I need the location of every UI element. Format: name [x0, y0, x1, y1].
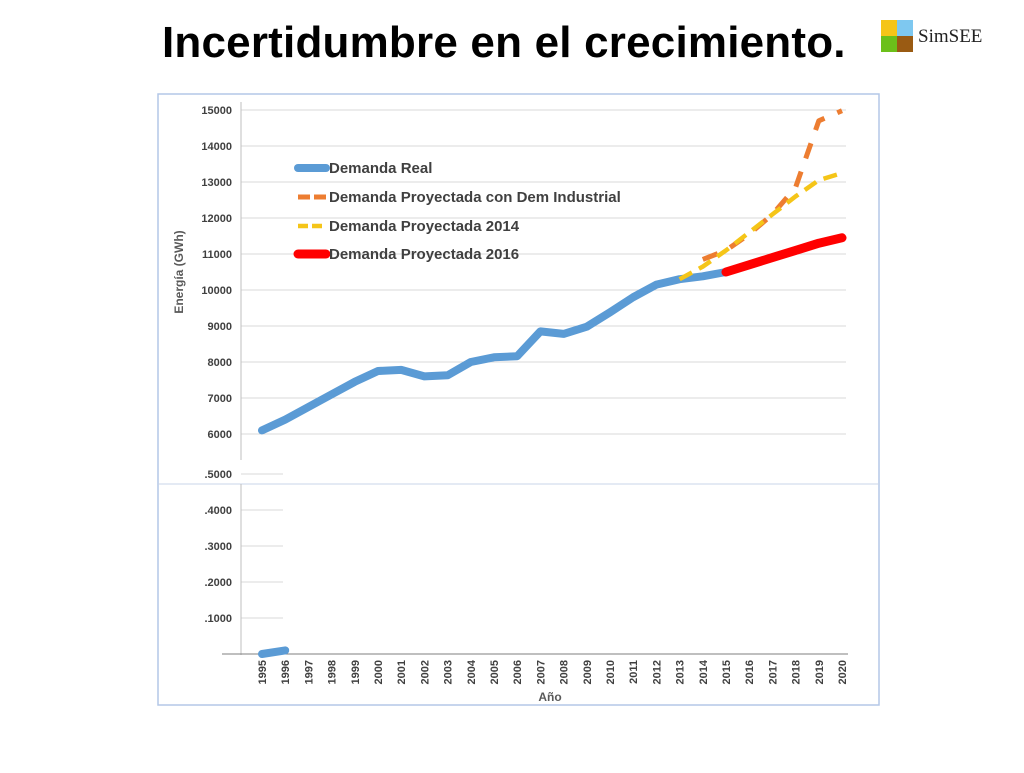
series-layer	[258, 108, 847, 658]
x-tick-label: 2010	[605, 660, 617, 684]
upper-y-tick-label: 10000	[201, 285, 232, 297]
x-tick-label: 2009	[582, 660, 594, 684]
x-tick-label: 2014	[698, 659, 710, 684]
chart-frame	[157, 93, 880, 706]
lower-y-tick-label: .2000	[204, 577, 232, 589]
logo-grid-icon	[881, 20, 913, 52]
x-tick-label: 2012	[651, 660, 663, 684]
upper-y-tick-label: 7000	[208, 393, 232, 405]
upper-y-tick-label: 12000	[201, 213, 232, 225]
x-tick-label: 1998	[327, 660, 339, 684]
x-tick-label: 1996	[280, 660, 292, 684]
lower-y-tick-label: .3000	[204, 541, 232, 553]
x-tick-label: 2011	[628, 660, 640, 684]
logo-text: SimSEE	[918, 26, 983, 47]
series-line-demanda-proyectada-2014	[678, 170, 843, 282]
x-tick-label: 2017	[767, 660, 779, 684]
x-tick-label: 2000	[373, 660, 385, 684]
upper-y-tick-label: 6000	[208, 429, 232, 441]
legend: Demanda Real Demanda Proyectada con Dem I…	[293, 160, 621, 263]
lower-series-line	[258, 646, 290, 658]
lower-y-ticks: .1000 .2000 .3000 .4000 .5000	[204, 469, 232, 625]
legend-label: Demanda Proyectada 2016	[329, 246, 519, 263]
x-tick-label: 2015	[721, 660, 733, 684]
upper-y-tick-label: 15000	[201, 105, 232, 117]
x-axis-label: Año	[538, 690, 561, 704]
legend-label: Demanda Proyectada con Dem Industrial	[329, 189, 621, 206]
logo-square-blue	[897, 20, 913, 36]
upper-y-tick-label: 13000	[201, 177, 232, 189]
x-tick-label: 1999	[350, 660, 362, 684]
series-line-demanda-proyectada-2016	[721, 233, 847, 277]
x-tick-label: 2008	[559, 660, 571, 684]
x-tick-label: 2018	[791, 660, 803, 684]
upper-y-tick-label: 14000	[201, 141, 232, 153]
series-line-demanda-real	[258, 268, 730, 435]
x-tick-labels: 1995 1996 1997 1998 1999 2000 2001 2002 2003 2004…	[257, 659, 849, 684]
x-tick-label: 2006	[512, 660, 524, 684]
x-tick-label: 1995	[257, 660, 269, 684]
logo-square-yellow	[881, 20, 897, 36]
x-tick-label: 2013	[675, 660, 687, 684]
x-tick-label: 2001	[396, 660, 408, 684]
logo-square-brown	[897, 36, 913, 52]
x-tick-label: 1997	[303, 660, 315, 684]
upper-grid	[241, 109, 846, 435]
legend-label: Demanda Real	[329, 160, 432, 177]
x-tick-label: 2019	[814, 660, 826, 684]
upper-y-tick-label: 9000	[208, 321, 232, 333]
lower-grid	[241, 473, 283, 619]
x-tick-label: 2020	[837, 660, 849, 684]
x-tick-label: 2007	[535, 660, 547, 684]
lower-y-tick-label: .1000	[204, 613, 232, 625]
x-tick-label: 2005	[489, 660, 501, 684]
series-line-demanda-proyectada-con-dem-industrial	[701, 108, 843, 262]
legend-label: Demanda Proyectada 2014	[329, 218, 520, 235]
upper-y-ticks: 6000 7000 8000 9000 10000 11000 12000 13000 1400…	[201, 105, 232, 441]
x-tick-label: 2016	[744, 660, 756, 684]
lower-y-tick-label: .5000	[204, 469, 232, 481]
slide-title: Incertidumbre en el crecimiento.	[162, 18, 846, 67]
upper-y-tick-label: 8000	[208, 357, 232, 369]
upper-y-tick-label: 11000	[202, 249, 232, 261]
lower-y-tick-label: .4000	[204, 505, 232, 517]
logo-square-green	[881, 36, 897, 52]
x-tick-label: 2004	[466, 659, 478, 684]
x-tick-label: 2003	[443, 660, 455, 684]
x-tick-label: 2002	[419, 660, 431, 684]
y-axis-label: Energía (GWh)	[172, 230, 186, 313]
